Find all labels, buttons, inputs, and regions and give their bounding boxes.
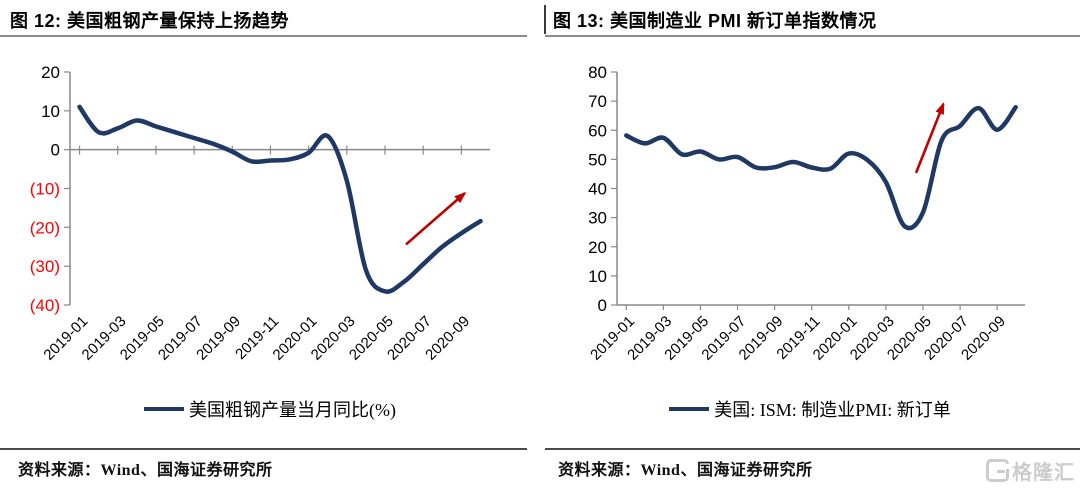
gelonghui-watermark: 格隆汇 <box>986 456 1075 485</box>
y-tick-label: 30 <box>588 209 607 228</box>
source-note-right: 资料来源：Wind、国海证券研究所 <box>558 462 813 479</box>
y-tick-label: 10 <box>588 267 607 286</box>
source-rule-right <box>545 448 1080 450</box>
legend-label: 美国: ISM: 制造业PMI: 新订单 <box>714 400 951 420</box>
title-rule-left <box>0 35 527 37</box>
legend-steel: 美国粗钢产量当月同比(%) <box>0 396 540 422</box>
y-tick-label: 80 <box>588 63 607 82</box>
trend-arrow <box>914 102 945 174</box>
series-line <box>624 104 1018 231</box>
y-tick-label: (10) <box>30 180 60 199</box>
crude-steel-yoy-line-chart: (40)(30)(20)(10)010202019-012019-032019-… <box>30 63 490 364</box>
y-tick-label: 0 <box>51 141 60 160</box>
legend-label: 美国粗钢产量当月同比(%) <box>189 400 396 420</box>
y-tick-label: (40) <box>30 296 60 315</box>
y-tick-label: 20 <box>588 238 607 257</box>
legend-pmi: 美国: ISM: 制造业PMI: 新订单 <box>540 396 1080 422</box>
y-tick-label: 50 <box>588 150 607 169</box>
column-divider <box>544 5 546 34</box>
ism-pmi-new-orders-line-chart: 010203040506070802019-012019-032019-0520… <box>587 63 1025 364</box>
title-rule-right <box>545 35 1080 37</box>
figure-12-title: 图 12: 美国粗钢产量保持上扬趋势 <box>10 11 290 31</box>
y-tick-label: 70 <box>588 92 607 111</box>
source-note-left: 资料来源：Wind、国海证券研究所 <box>18 462 273 479</box>
legend-line-marker <box>669 407 710 411</box>
y-tick-label: 20 <box>41 63 60 82</box>
y-tick-label: 60 <box>588 121 607 140</box>
source-rule-left <box>0 448 527 450</box>
trend-arrow <box>405 191 467 246</box>
y-tick-label: (30) <box>30 257 60 276</box>
legend-line-marker <box>144 407 184 411</box>
gelonghui-watermark-text: 格隆汇 <box>1012 462 1075 484</box>
y-tick-label: 10 <box>41 102 60 121</box>
y-tick-label: (20) <box>30 218 60 237</box>
gelonghui-logo-icon <box>986 459 1010 482</box>
series-line <box>77 104 483 294</box>
y-tick-label: 40 <box>588 180 607 199</box>
y-tick-label: 0 <box>598 296 607 315</box>
figure-13-title: 图 13: 美国制造业 PMI 新订单指数情况 <box>553 11 877 31</box>
